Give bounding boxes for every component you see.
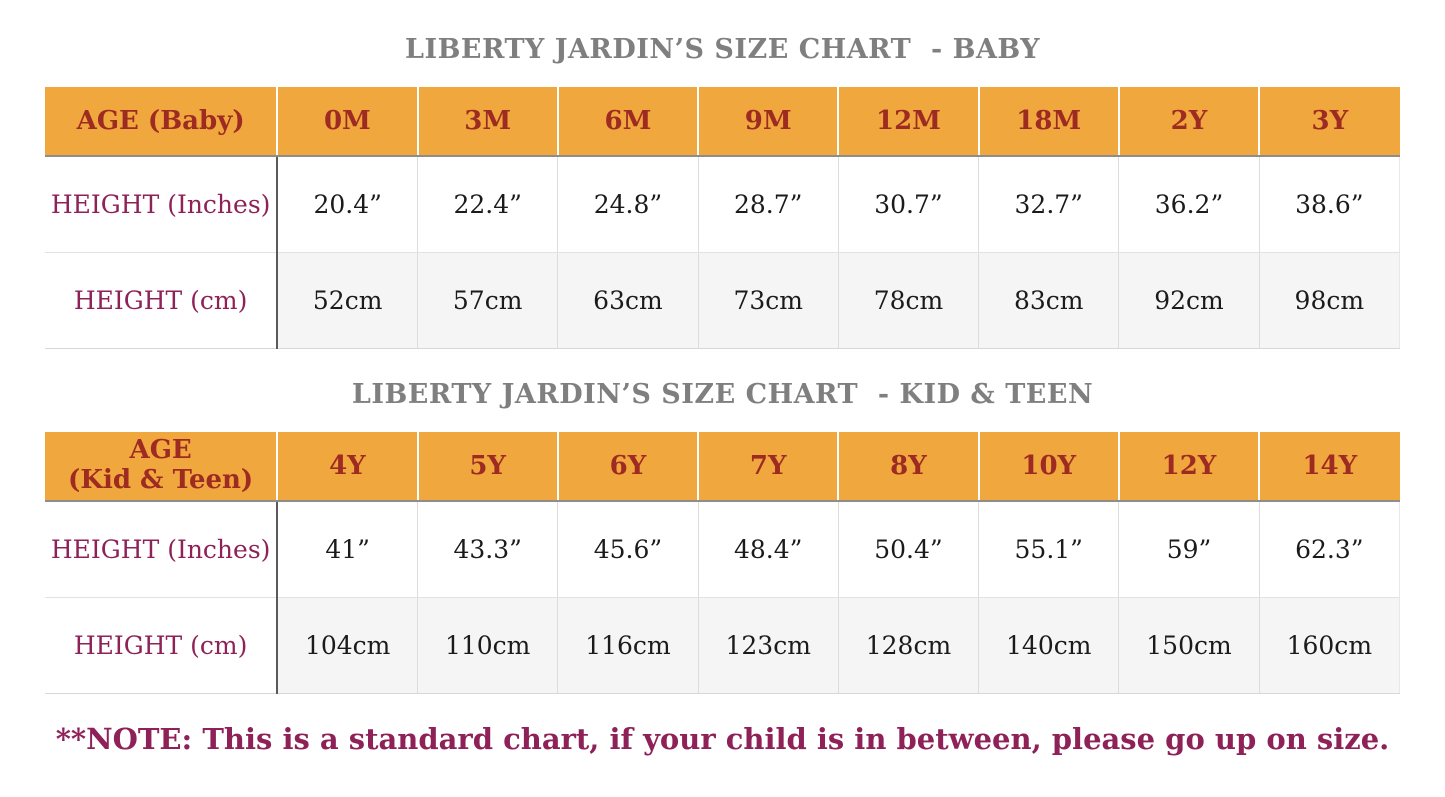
baby-inches-label: HEIGHT (Inches) bbox=[45, 156, 279, 253]
baby-col-0m: 0M bbox=[276, 87, 418, 157]
value-cell: 83cm bbox=[978, 252, 1119, 349]
baby-col-18m: 18M bbox=[977, 87, 1119, 157]
value-cell: 150cm bbox=[1118, 597, 1260, 694]
value-cell: 57cm bbox=[417, 252, 558, 349]
value-cell: 22.4” bbox=[417, 156, 558, 253]
value-cell: 59” bbox=[1118, 501, 1260, 598]
baby-chart-title: LIBERTY JARDIN’S SIZE CHART - BABY bbox=[404, 34, 1041, 65]
kid-col-14y: 14Y bbox=[1258, 432, 1400, 502]
kid-chart-title: LIBERTY JARDIN’S SIZE CHART - KID & TEEN bbox=[351, 379, 1094, 410]
value-cell: 123cm bbox=[697, 597, 839, 694]
baby-col-2y: 2Y bbox=[1117, 87, 1260, 157]
kid-col-4y: 4Y bbox=[276, 432, 418, 502]
kid-col-5y: 5Y bbox=[416, 432, 558, 502]
value-cell: 30.7” bbox=[837, 156, 979, 253]
value-cell: 38.6” bbox=[1258, 156, 1401, 253]
value-cell: 36.2” bbox=[1118, 156, 1260, 253]
value-cell: 92cm bbox=[1118, 252, 1260, 349]
size-chart-page: LIBERTY JARDIN’S SIZE CHART - BABY AGE (… bbox=[45, 0, 1401, 756]
baby-size-table: AGE (Baby) 0M 3M 6M 9M 12M 18M 2Y 3Y HEI… bbox=[45, 87, 1401, 349]
value-cell: 52cm bbox=[276, 252, 418, 349]
kid-col-8y: 8Y bbox=[837, 432, 979, 502]
value-cell: 104cm bbox=[276, 597, 418, 694]
value-cell: 73cm bbox=[697, 252, 839, 349]
kid-col-10y: 10Y bbox=[977, 432, 1119, 502]
kid-height-cm-row: HEIGHT (cm) 104cm 110cm 116cm 123cm 128c… bbox=[45, 597, 1401, 694]
value-cell: 48.4” bbox=[697, 501, 839, 598]
value-cell: 140cm bbox=[978, 597, 1119, 694]
value-cell: 41” bbox=[276, 501, 418, 598]
baby-header-row: AGE (Baby) 0M 3M 6M 9M 12M 18M 2Y 3Y bbox=[45, 87, 1400, 157]
value-cell: 98cm bbox=[1258, 252, 1401, 349]
value-cell: 160cm bbox=[1258, 597, 1401, 694]
value-cell: 116cm bbox=[557, 597, 699, 694]
value-cell: 55.1” bbox=[978, 501, 1119, 598]
baby-col-12m: 12M bbox=[837, 87, 979, 157]
baby-age-header: AGE (Baby) bbox=[45, 87, 278, 157]
note-text: **NOTE: This is a standard chart, if you… bbox=[55, 722, 1390, 756]
kid-col-12y: 12Y bbox=[1117, 432, 1260, 502]
value-cell: 20.4” bbox=[276, 156, 418, 253]
value-cell: 62.3” bbox=[1258, 501, 1401, 598]
baby-height-cm-row: HEIGHT (cm) 52cm 57cm 63cm 73cm 78cm 83c… bbox=[45, 252, 1401, 349]
baby-col-6m: 6M bbox=[556, 87, 699, 157]
kid-header-row: AGE (Kid & Teen) 4Y 5Y 6Y 7Y 8Y 10Y 12Y … bbox=[45, 432, 1400, 502]
value-cell: 24.8” bbox=[557, 156, 699, 253]
value-cell: 128cm bbox=[837, 597, 979, 694]
baby-col-3m: 3M bbox=[416, 87, 558, 157]
baby-col-9m: 9M bbox=[697, 87, 839, 157]
kid-size-table: AGE (Kid & Teen) 4Y 5Y 6Y 7Y 8Y 10Y 12Y … bbox=[45, 432, 1401, 694]
kid-col-6y: 6Y bbox=[556, 432, 699, 502]
kid-inches-label: HEIGHT (Inches) bbox=[45, 501, 279, 598]
value-cell: 45.6” bbox=[557, 501, 699, 598]
value-cell: 28.7” bbox=[697, 156, 839, 253]
value-cell: 110cm bbox=[417, 597, 558, 694]
baby-height-inches-row: HEIGHT (Inches) 20.4” 22.4” 24.8” 28.7” … bbox=[45, 156, 1401, 253]
kid-age-header: AGE (Kid & Teen) bbox=[45, 432, 278, 502]
baby-col-3y: 3Y bbox=[1258, 87, 1400, 157]
value-cell: 50.4” bbox=[837, 501, 979, 598]
value-cell: 63cm bbox=[557, 252, 699, 349]
value-cell: 32.7” bbox=[978, 156, 1119, 253]
kid-col-7y: 7Y bbox=[697, 432, 839, 502]
baby-cm-label: HEIGHT (cm) bbox=[45, 252, 279, 349]
kid-cm-label: HEIGHT (cm) bbox=[45, 597, 279, 694]
kid-height-inches-row: HEIGHT (Inches) 41” 43.3” 45.6” 48.4” 50… bbox=[45, 501, 1401, 598]
value-cell: 43.3” bbox=[417, 501, 558, 598]
value-cell: 78cm bbox=[837, 252, 979, 349]
